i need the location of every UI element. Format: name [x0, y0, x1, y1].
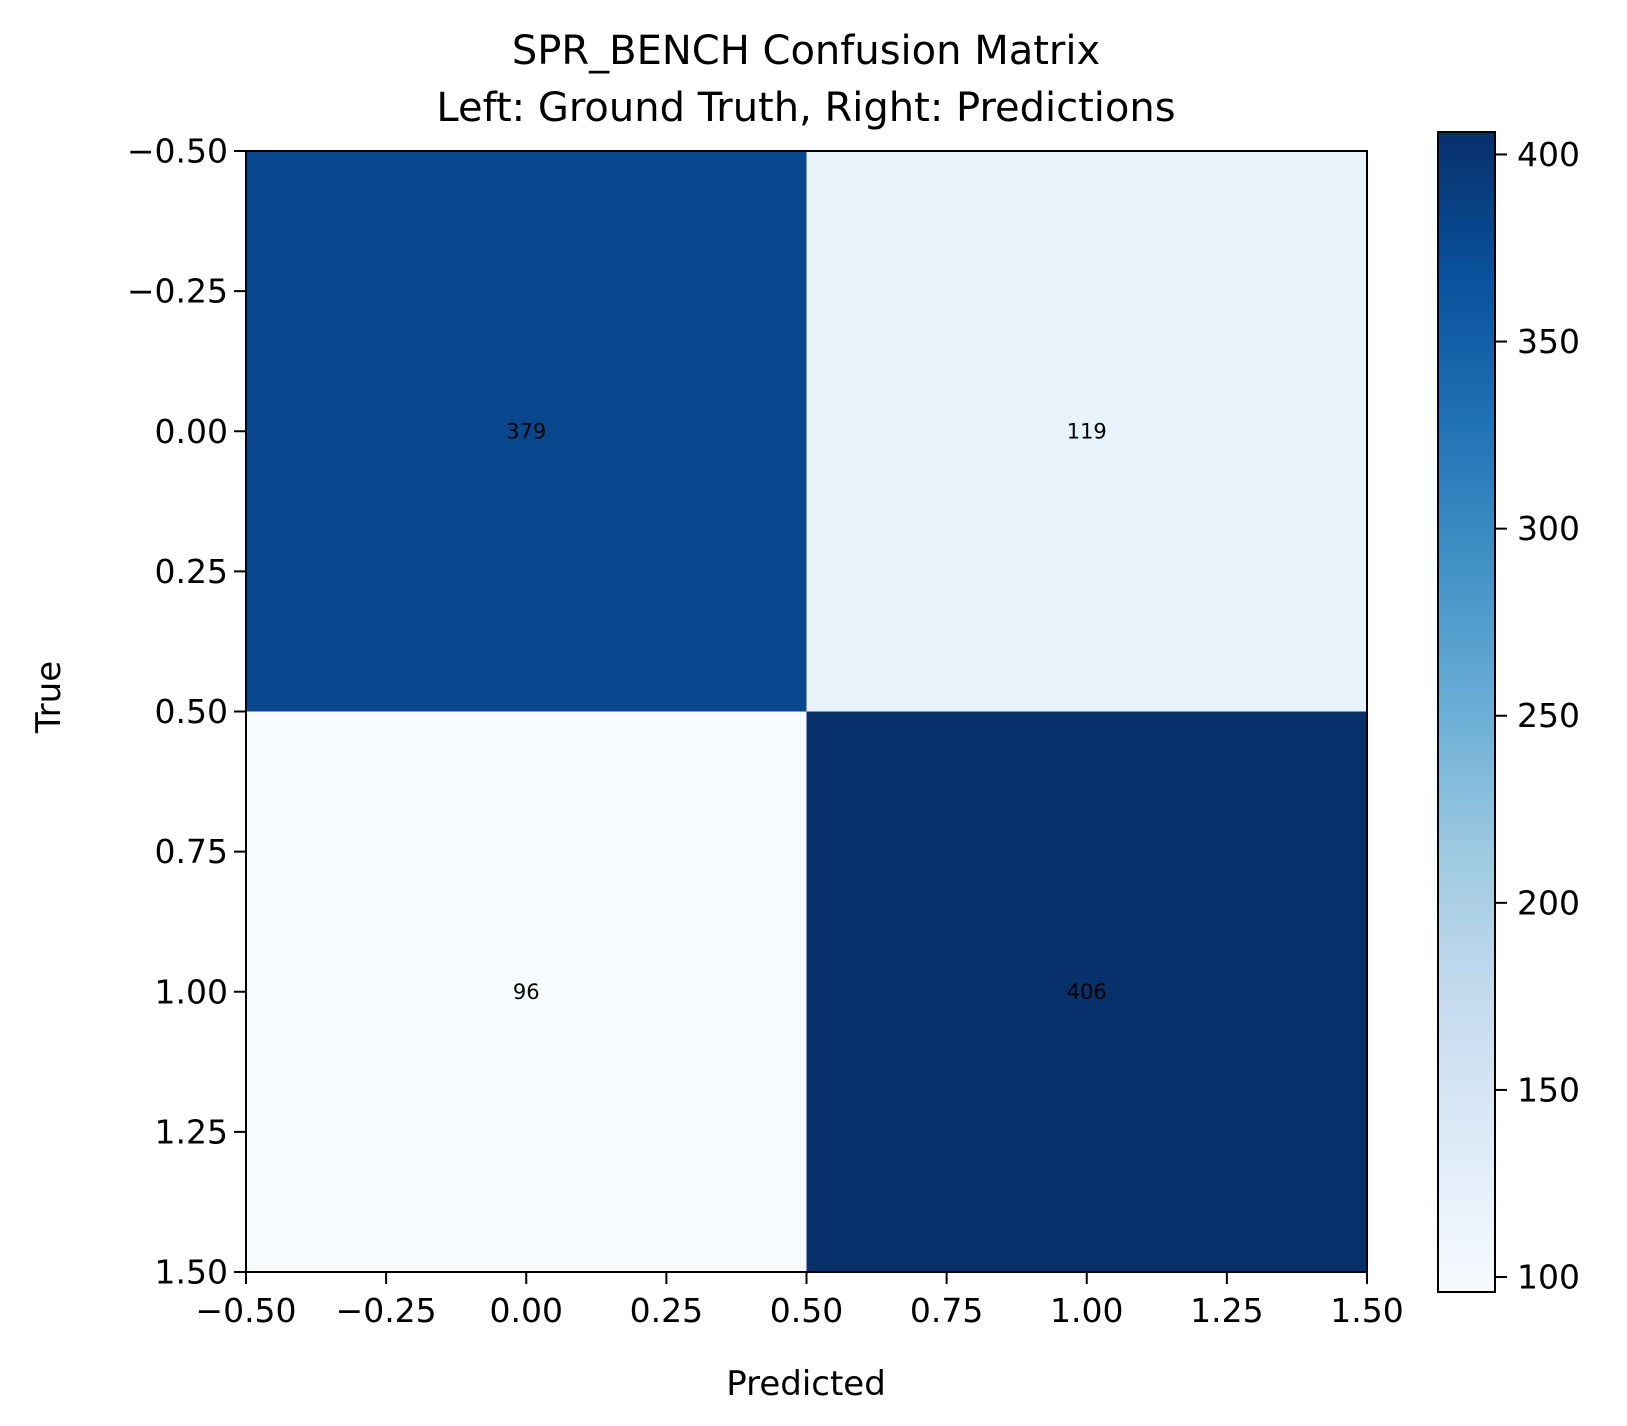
heatmap-cell-r1-c0: [246, 711, 807, 1272]
cell-value-label-r1-c0: 96: [513, 980, 540, 1004]
heatmap-cell-labels: 379 119 96 406: [506, 419, 1107, 1004]
colorbar-tick-label: 200: [1517, 883, 1580, 922]
x-tick-label: −0.25: [336, 1291, 437, 1330]
heatmap-cell-r0-c1: [806, 151, 1367, 712]
y-tick-label: 1.25: [155, 1112, 228, 1151]
colorbar-tick-label: 300: [1517, 509, 1580, 548]
chart-title-line-1: SPR_BENCH Confusion Matrix: [512, 28, 1100, 74]
x-tick-label: 0.25: [630, 1291, 703, 1330]
x-tick-label: 1.25: [1190, 1291, 1263, 1330]
colorbar-tick-label: 100: [1517, 1258, 1580, 1297]
heatmap-cell-r1-c1: [806, 711, 1367, 1272]
cell-value-label-r1-c1: 406: [1067, 980, 1107, 1004]
colorbar-ticks: 100 150 200 250 300 350 400: [1495, 135, 1580, 1297]
x-tick-label: 0.50: [770, 1291, 843, 1330]
y-tick-label: −0.50: [127, 132, 228, 171]
y-tick-label: 0.75: [155, 832, 228, 871]
colorbar-tick-label: 350: [1517, 322, 1580, 361]
cell-value-label-r0-c1: 119: [1067, 419, 1107, 443]
x-axis-label: Predicted: [726, 1364, 886, 1404]
y-axis-label: True: [29, 661, 69, 734]
x-tick-label: 1.00: [1050, 1291, 1123, 1330]
y-tick-label: 0.00: [155, 412, 228, 451]
cell-value-label-r0-c0: 379: [506, 419, 546, 443]
y-tick-label: 1.00: [155, 972, 228, 1011]
colorbar: [1437, 131, 1496, 1293]
x-tick-label: 0.00: [490, 1291, 563, 1330]
heatmap-cell-r0-c0: [246, 151, 807, 712]
colorbar-tick-label: 150: [1517, 1070, 1580, 1109]
x-tick-label: 0.75: [910, 1291, 983, 1330]
x-axis: −0.50 −0.25 0.00 0.25 0.50 0.75 1.00 1.25 1.50: [195, 1272, 1404, 1330]
y-tick-label: 0.25: [155, 552, 228, 591]
chart-title-line-2: Left: Ground Truth, Right: Predictions: [436, 85, 1175, 131]
y-axis: −0.50 −0.25 0.00 0.25 0.50 0.75 1.00 1.25 1.50: [127, 132, 246, 1292]
colorbar-tick-label: 400: [1517, 135, 1580, 174]
x-tick-label: 1.50: [1330, 1291, 1403, 1330]
y-tick-label: −0.25: [127, 272, 228, 311]
colorbar-tick-label: 250: [1517, 696, 1580, 735]
heatmap-cells: [246, 151, 1367, 1272]
y-tick-label: 0.50: [155, 692, 228, 731]
x-tick-label: −0.50: [195, 1291, 296, 1330]
y-tick-label: 1.50: [155, 1253, 228, 1292]
